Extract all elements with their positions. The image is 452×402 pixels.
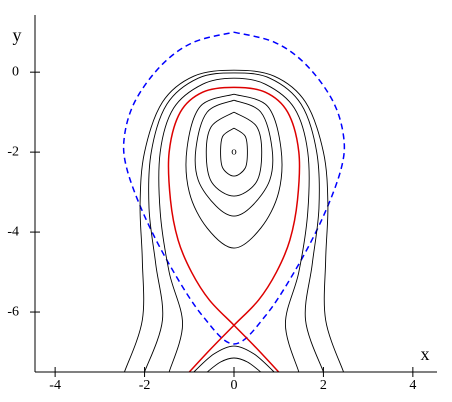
y-tick-label: 0 — [12, 64, 19, 79]
streamline — [122, 31, 346, 345]
y-axis-label: y — [13, 25, 22, 45]
streamline — [206, 357, 262, 372]
streamline — [167, 86, 301, 372]
x-tick-label: 2 — [320, 378, 327, 393]
center-marker: o — [231, 146, 237, 158]
streamline — [185, 93, 283, 249]
x-tick-label: 4 — [409, 378, 416, 393]
streamline — [194, 99, 274, 217]
y-tick-label: -6 — [7, 304, 19, 319]
x-axis-label: x — [421, 344, 430, 364]
y-tick-label: -4 — [7, 224, 19, 239]
streamline — [193, 345, 275, 372]
y-tick-label: -2 — [7, 144, 19, 159]
streamline — [220, 127, 248, 177]
streamline — [158, 77, 310, 372]
streamline — [124, 69, 344, 372]
plot-area — [122, 31, 346, 372]
streamline — [144, 72, 324, 372]
streamline — [205, 111, 263, 197]
x-tick-label: -2 — [139, 378, 151, 393]
x-tick-label: 0 — [230, 378, 237, 393]
x-tick-label: -4 — [49, 378, 61, 393]
